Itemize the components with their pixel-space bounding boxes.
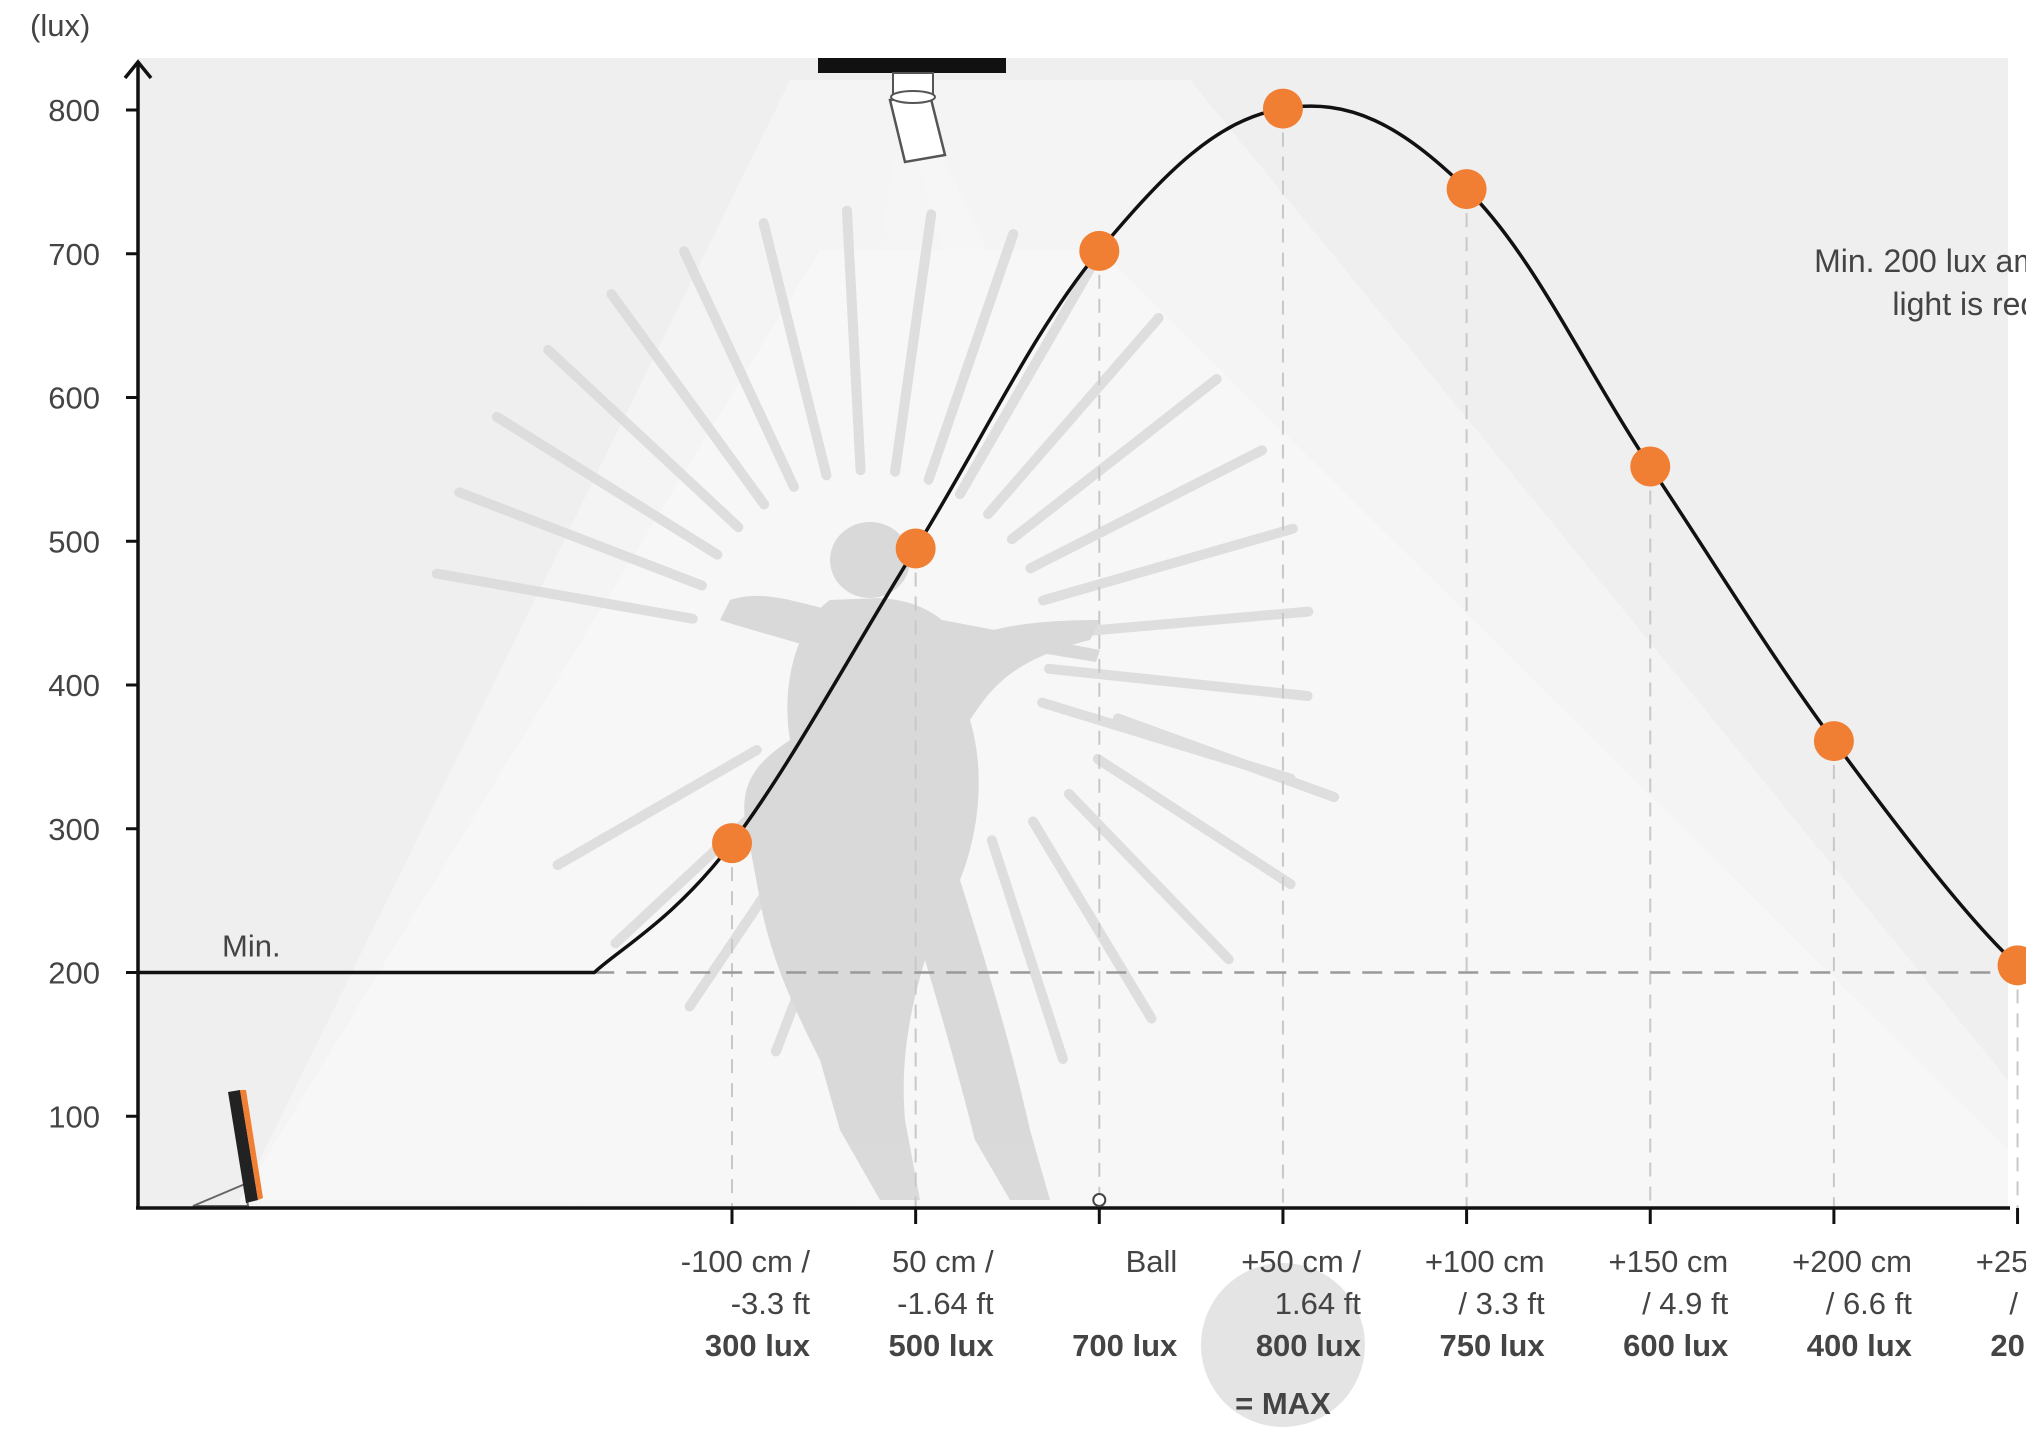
y-tick-label: 700 [48, 237, 100, 272]
y-tick-label: 600 [48, 381, 100, 416]
data-point [1813, 721, 1854, 762]
x-tick-label: / 3.3 ft [1458, 1286, 1545, 1321]
lux-value-label: 300 lux [705, 1328, 811, 1363]
x-tick-label: / 4.9 ft [1642, 1286, 1729, 1321]
x-tick-label: Ball [1126, 1244, 1178, 1279]
data-point [895, 528, 936, 569]
golfer-silhouette [720, 522, 1100, 1200]
club-swing-trails [431, 205, 1340, 1084]
x-tick-label: / 8.2 ft [2009, 1286, 2026, 1321]
launch-monitor-icon [192, 1090, 263, 1207]
y-tick-label: 300 [48, 812, 100, 847]
x-ticks [730, 1193, 2020, 1224]
golfer-illustration [431, 205, 1340, 1200]
x-tick-label: +50 cm / [1241, 1244, 1361, 1279]
y-axis-label: (lux) [30, 8, 90, 43]
annotation-line-1: Min. 200 lux ambient [1814, 243, 2026, 279]
data-point [712, 823, 752, 864]
data-point [1997, 945, 2026, 986]
max-highlight [1200, 1263, 1365, 1427]
x-tick-label: +150 cm [1608, 1244, 1728, 1279]
y-tick-label: 400 [48, 668, 100, 703]
y-tick-label: 100 [48, 1099, 100, 1134]
data-point [1446, 169, 1487, 210]
x-tick-label: 50 cm / [892, 1244, 994, 1279]
lux-curve [138, 104, 2026, 975]
x-tick-label: +200 cm [1792, 1244, 1912, 1279]
golf-ball-icon [1092, 1193, 1107, 1207]
annotation-line-2: light is required [1892, 286, 2026, 322]
y-tick-label: 800 [48, 93, 100, 128]
x-tick-label: +250 cm [1976, 1244, 2026, 1279]
x-tick-label: 1.64 ft [1275, 1286, 1362, 1321]
lux-value-label: 600 lux [1623, 1328, 1729, 1363]
data-point [1079, 230, 1120, 271]
x-tick-label: / 6.6 ft [1826, 1286, 1913, 1321]
x-tick-label: -100 cm / [681, 1244, 811, 1279]
lux-value-label: 400 lux [1807, 1328, 1913, 1363]
lux-value-label: 750 lux [1439, 1328, 1545, 1363]
x-tick-label: +100 cm [1425, 1244, 1545, 1279]
data-point [1630, 446, 1671, 487]
max-label: = MAX [1235, 1386, 1331, 1421]
y-ticks: 100 200 300 400 500 600 700 800 [48, 93, 138, 1134]
data-point [1262, 88, 1303, 129]
lux-value-label: 800 lux [1256, 1328, 1362, 1363]
ceiling-projector-icon [818, 58, 1006, 164]
vertical-guides [731, 108, 2019, 1208]
x-tick-label: -3.3 ft [731, 1286, 811, 1321]
y-tick-label: 500 [48, 524, 100, 559]
y-tick-label: 200 [48, 956, 100, 991]
lux-value-label: 700 lux [1072, 1328, 1178, 1363]
data-points [712, 88, 2026, 986]
y-axis-arrow [123, 59, 153, 80]
lux-value-label: 500 lux [889, 1328, 995, 1363]
x-tick-label: -1.64 ft [897, 1286, 994, 1321]
lux-value-label: 200 lux [1990, 1328, 2026, 1363]
min-label: Min. [222, 929, 281, 964]
x-labels: -100 cm / -3.3 ft 300 lux 50 cm / -1.64 ft 50… [681, 1244, 2026, 1421]
